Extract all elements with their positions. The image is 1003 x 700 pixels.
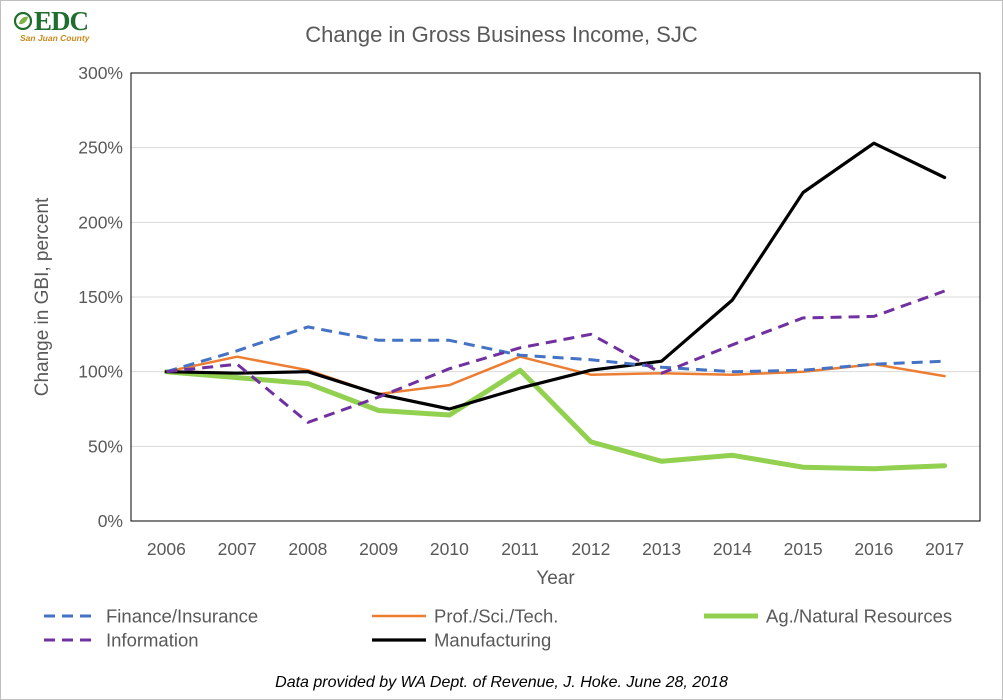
y-tick-labels: 0% 50% 100% 150% 200% 250% 300% [78, 63, 123, 531]
series-lines [163, 141, 948, 472]
y-tick-label: 300% [78, 63, 123, 83]
y-tick-label: 200% [78, 212, 123, 232]
edc-logo: EDC San Juan County [8, 6, 108, 44]
x-tick-labels: 2006 2007 2008 2009 2010 2011 2012 2013 2014 2015… [147, 539, 964, 559]
y-tick-label: 50% [88, 436, 123, 456]
x-tick-label: 2012 [571, 539, 610, 559]
legend-label: Prof./Sci./Tech. [434, 606, 558, 627]
series-line-prof-sci-tech [165, 355, 946, 396]
x-tick-label: 2011 [501, 539, 539, 559]
legend-label: Manufacturing [434, 630, 551, 651]
legend-label: Ag./Natural Resources [766, 606, 952, 627]
plot-area-border [130, 72, 981, 522]
x-tick-label: 2010 [430, 539, 469, 559]
series-line-ag-natural-resources [163, 367, 948, 472]
logo-text: EDC [34, 6, 89, 36]
x-tick-label: 2014 [713, 539, 752, 559]
y-tick-label: 250% [78, 138, 123, 158]
chart-title: Change in Gross Business Income, SJC [305, 22, 698, 47]
leaf-logo-icon [14, 12, 32, 30]
legend-label: Finance/Insurance [106, 606, 258, 627]
legend-label: Information [106, 630, 199, 651]
x-tick-label: 2007 [218, 539, 257, 559]
y-tick-label: 0% [98, 511, 123, 531]
data-source-note: Data provided by WA Dept. of Revenue, J.… [275, 674, 728, 691]
legend: Finance/Insurance Prof./Sci./Tech. Ag./Nat… [44, 606, 952, 651]
series-line-finance-insurance [165, 325, 945, 374]
x-axis-title: Year [536, 568, 575, 589]
logo-subtext: San Juan County [20, 33, 90, 43]
series-line-information [166, 289, 946, 424]
x-tick-label: 2015 [784, 539, 823, 559]
series-line-manufacturing [164, 141, 947, 411]
x-tick-label: 2009 [359, 539, 398, 559]
y-tick-label: 150% [78, 287, 123, 307]
x-tick-label: 2006 [147, 539, 186, 559]
y-tick-label: 100% [78, 362, 123, 382]
gridlines [131, 147, 980, 447]
x-tick-label: 2013 [642, 539, 681, 559]
x-tick-label: 2008 [288, 539, 327, 559]
y-axis-title: Change in GBI, percent [32, 197, 53, 396]
x-tick-label: 2017 [925, 539, 964, 559]
x-tick-label: 2016 [854, 539, 893, 559]
